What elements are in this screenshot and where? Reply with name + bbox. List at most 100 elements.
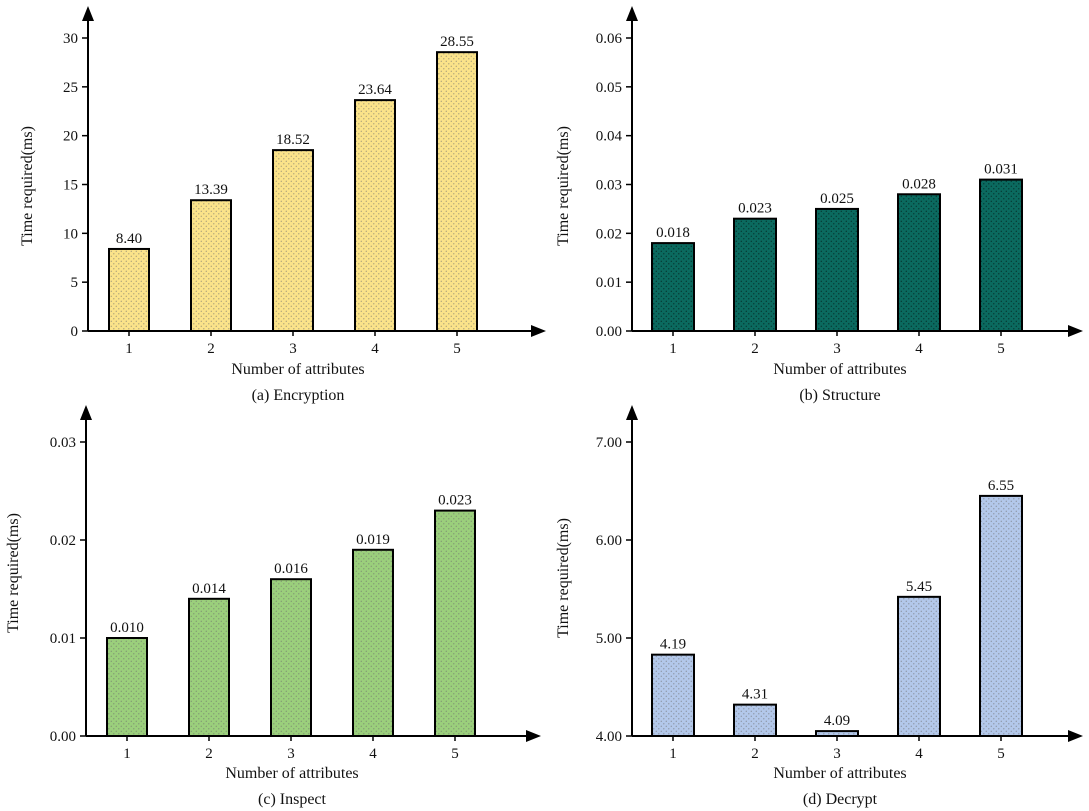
data-label-2: 0.014 bbox=[192, 581, 226, 597]
data-label-2: 4.31 bbox=[742, 687, 768, 703]
bar-2-texture bbox=[735, 219, 775, 330]
data-label-2: 0.023 bbox=[738, 201, 772, 217]
y-tick-label-0: 0.00 bbox=[596, 324, 622, 340]
bar-4-texture bbox=[899, 597, 939, 735]
y-tick-label-3: 15 bbox=[63, 178, 78, 194]
y-tick-label-4: 0.04 bbox=[596, 129, 623, 145]
x-tick-label-3: 3 bbox=[287, 746, 295, 762]
x-tick-label-5: 5 bbox=[997, 746, 1005, 762]
y-tick-label-3: 0.03 bbox=[50, 435, 76, 451]
data-label-4: 0.019 bbox=[356, 532, 390, 548]
data-label-2: 13.39 bbox=[194, 182, 228, 198]
y-tick-label-1: 5.00 bbox=[596, 631, 622, 647]
data-label-5: 6.55 bbox=[988, 478, 1014, 494]
y-tick-label-5: 0.05 bbox=[596, 80, 622, 96]
bar-4-texture bbox=[354, 550, 392, 735]
y-tick-label-1: 0.01 bbox=[50, 631, 76, 647]
bar-3-texture bbox=[272, 580, 310, 735]
data-label-5: 0.023 bbox=[438, 493, 472, 509]
data-label-5: 0.031 bbox=[984, 162, 1018, 178]
bar-3-texture bbox=[817, 732, 857, 735]
y-tick-label-0: 0.00 bbox=[50, 729, 76, 745]
y-tick-label-6: 0.06 bbox=[596, 31, 623, 47]
bar-1-texture bbox=[108, 639, 146, 735]
y-tick-label-0: 0 bbox=[71, 324, 79, 340]
y-tick-label-2: 10 bbox=[63, 226, 78, 242]
x-axis-arrow bbox=[526, 730, 541, 742]
data-label-3: 0.016 bbox=[274, 561, 308, 577]
panel-d-decrypt: 4.19 4.31 4.09 5.45 6.55 1 2 3 4 5 4.00 5.00 6.00 7.… bbox=[555, 405, 1083, 808]
bar-1-texture bbox=[653, 655, 693, 735]
panel-b-structure: 0.018 0.023 0.025 0.028 0.031 1 2 3 4 5 0.00 0.01 0… bbox=[555, 6, 1083, 404]
panel-a-encryption: 8.40 13.39 18.52 23.64 28.55 1 2 3 4 5 0 5 10 15 20 25… bbox=[19, 6, 546, 404]
x-tick-label-4: 4 bbox=[371, 341, 379, 357]
bar-4-texture bbox=[899, 195, 939, 330]
x-tick-label-5: 5 bbox=[451, 746, 459, 762]
x-tick-label-1: 1 bbox=[669, 341, 677, 357]
data-label-4: 23.64 bbox=[358, 82, 392, 98]
x-tick-label-2: 2 bbox=[751, 341, 759, 357]
x-axis-title: Number of attributes bbox=[773, 361, 906, 378]
y-axis-title: Time required(ms) bbox=[555, 518, 572, 638]
data-label-3: 0.025 bbox=[820, 191, 854, 207]
bar-2-texture bbox=[192, 201, 230, 330]
x-tick-label-3: 3 bbox=[833, 341, 841, 357]
x-tick-label-1: 1 bbox=[125, 341, 133, 357]
data-label-3: 18.52 bbox=[276, 132, 310, 148]
y-tick-label-6: 30 bbox=[63, 31, 78, 47]
x-tick-label-2: 2 bbox=[205, 746, 213, 762]
data-label-1: 0.018 bbox=[656, 225, 690, 241]
y-tick-label-2: 6.00 bbox=[596, 533, 622, 549]
bar-4-texture bbox=[356, 101, 394, 330]
data-label-5: 28.55 bbox=[440, 34, 474, 50]
y-tick-label-2: 0.02 bbox=[50, 533, 76, 549]
bar-1-texture bbox=[653, 244, 693, 330]
y-axis-title: Time required(ms) bbox=[19, 126, 36, 246]
chart-caption: (c) Inspect bbox=[258, 791, 327, 808]
x-tick-label-2: 2 bbox=[751, 746, 759, 762]
x-tick-label-2: 2 bbox=[207, 341, 215, 357]
y-tick-label-3: 7.00 bbox=[596, 435, 622, 451]
x-axis-title: Number of attributes bbox=[231, 361, 364, 378]
data-label-1: 4.19 bbox=[660, 637, 686, 653]
y-axis-arrow bbox=[82, 6, 94, 21]
x-tick-label-3: 3 bbox=[289, 341, 297, 357]
x-axis-arrow bbox=[1068, 325, 1083, 337]
y-tick-label-4: 20 bbox=[63, 129, 78, 145]
data-label-3: 4.09 bbox=[824, 713, 850, 729]
bar-2-texture bbox=[735, 705, 775, 735]
chart-caption: (a) Encryption bbox=[252, 387, 345, 404]
y-tick-label-0: 4.00 bbox=[596, 729, 622, 745]
bar-5-texture bbox=[438, 53, 476, 330]
chart-caption: (b) Structure bbox=[799, 387, 880, 404]
y-tick-label-2: 0.02 bbox=[596, 226, 622, 242]
chart-caption: (d) Decrypt bbox=[803, 791, 878, 808]
y-axis-arrow bbox=[626, 405, 638, 420]
y-tick-label-5: 25 bbox=[63, 80, 78, 96]
bar-5-texture bbox=[981, 180, 1021, 330]
bar-5-texture bbox=[981, 496, 1021, 735]
x-axis-arrow bbox=[531, 325, 546, 337]
bar-3-texture bbox=[274, 151, 312, 330]
data-label-1: 8.40 bbox=[116, 231, 142, 247]
bar-2-texture bbox=[190, 599, 228, 735]
bar-1-texture bbox=[110, 249, 148, 330]
bar-5-texture bbox=[436, 511, 474, 735]
y-tick-label-1: 5 bbox=[71, 275, 79, 291]
x-tick-label-5: 5 bbox=[997, 341, 1005, 357]
y-axis-arrow bbox=[626, 6, 638, 21]
data-label-4: 5.45 bbox=[906, 579, 932, 595]
y-tick-label-1: 0.01 bbox=[596, 275, 622, 291]
x-tick-label-4: 4 bbox=[915, 341, 923, 357]
x-tick-label-4: 4 bbox=[915, 746, 923, 762]
x-tick-label-1: 1 bbox=[669, 746, 677, 762]
y-axis-title: Time required(ms) bbox=[5, 513, 22, 633]
x-axis-title: Number of attributes bbox=[773, 765, 906, 782]
y-axis-arrow bbox=[80, 405, 92, 420]
y-tick-label-3: 0.03 bbox=[596, 178, 622, 194]
y-axis-title: Time required(ms) bbox=[555, 126, 572, 246]
x-axis-arrow bbox=[1068, 730, 1083, 742]
data-label-4: 0.028 bbox=[902, 176, 936, 192]
data-label-1: 0.010 bbox=[110, 620, 144, 636]
